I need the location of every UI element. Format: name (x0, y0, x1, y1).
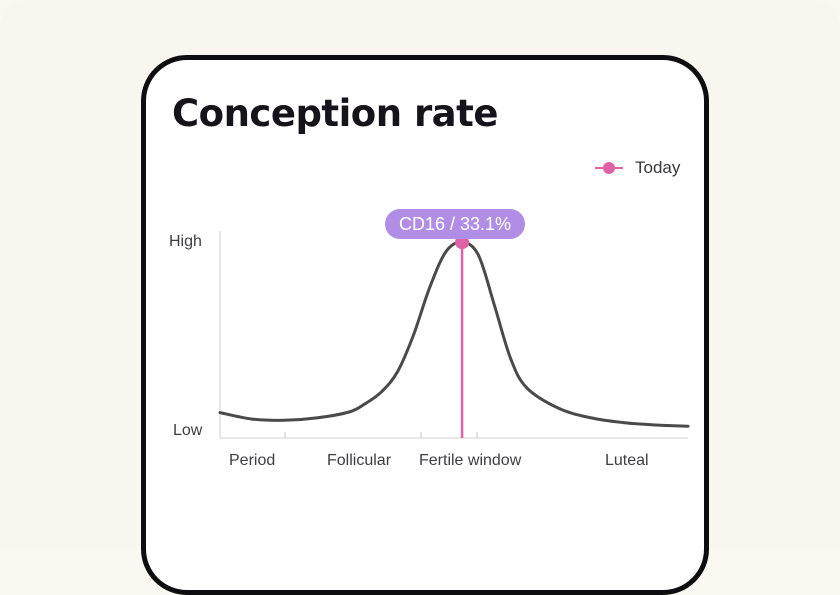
legend-label-today: Today (635, 158, 681, 177)
tooltip-rate: 33.1% (460, 214, 512, 234)
y-tick-label-low: Low (173, 422, 203, 439)
y-tick-label-high: High (169, 233, 202, 250)
x-tick-label-fertile-window: Fertile window (419, 452, 522, 469)
tooltip-separator: / (444, 214, 460, 234)
card-title: Conception rate (172, 92, 498, 135)
legend: Today (594, 157, 680, 179)
x-tick-label-follicular: Follicular (327, 452, 392, 469)
pink-dot-line-icon (594, 157, 624, 179)
x-tick-label-luteal: Luteal (605, 452, 649, 469)
tooltip-cycle-day: CD16 (398, 214, 445, 234)
conception-rate-curve (218, 240, 690, 428)
conception-rate-card (141, 55, 709, 595)
x-tick-label-period: Period (229, 452, 276, 469)
today-tooltip: CD16 / 33.1% (385, 209, 525, 239)
